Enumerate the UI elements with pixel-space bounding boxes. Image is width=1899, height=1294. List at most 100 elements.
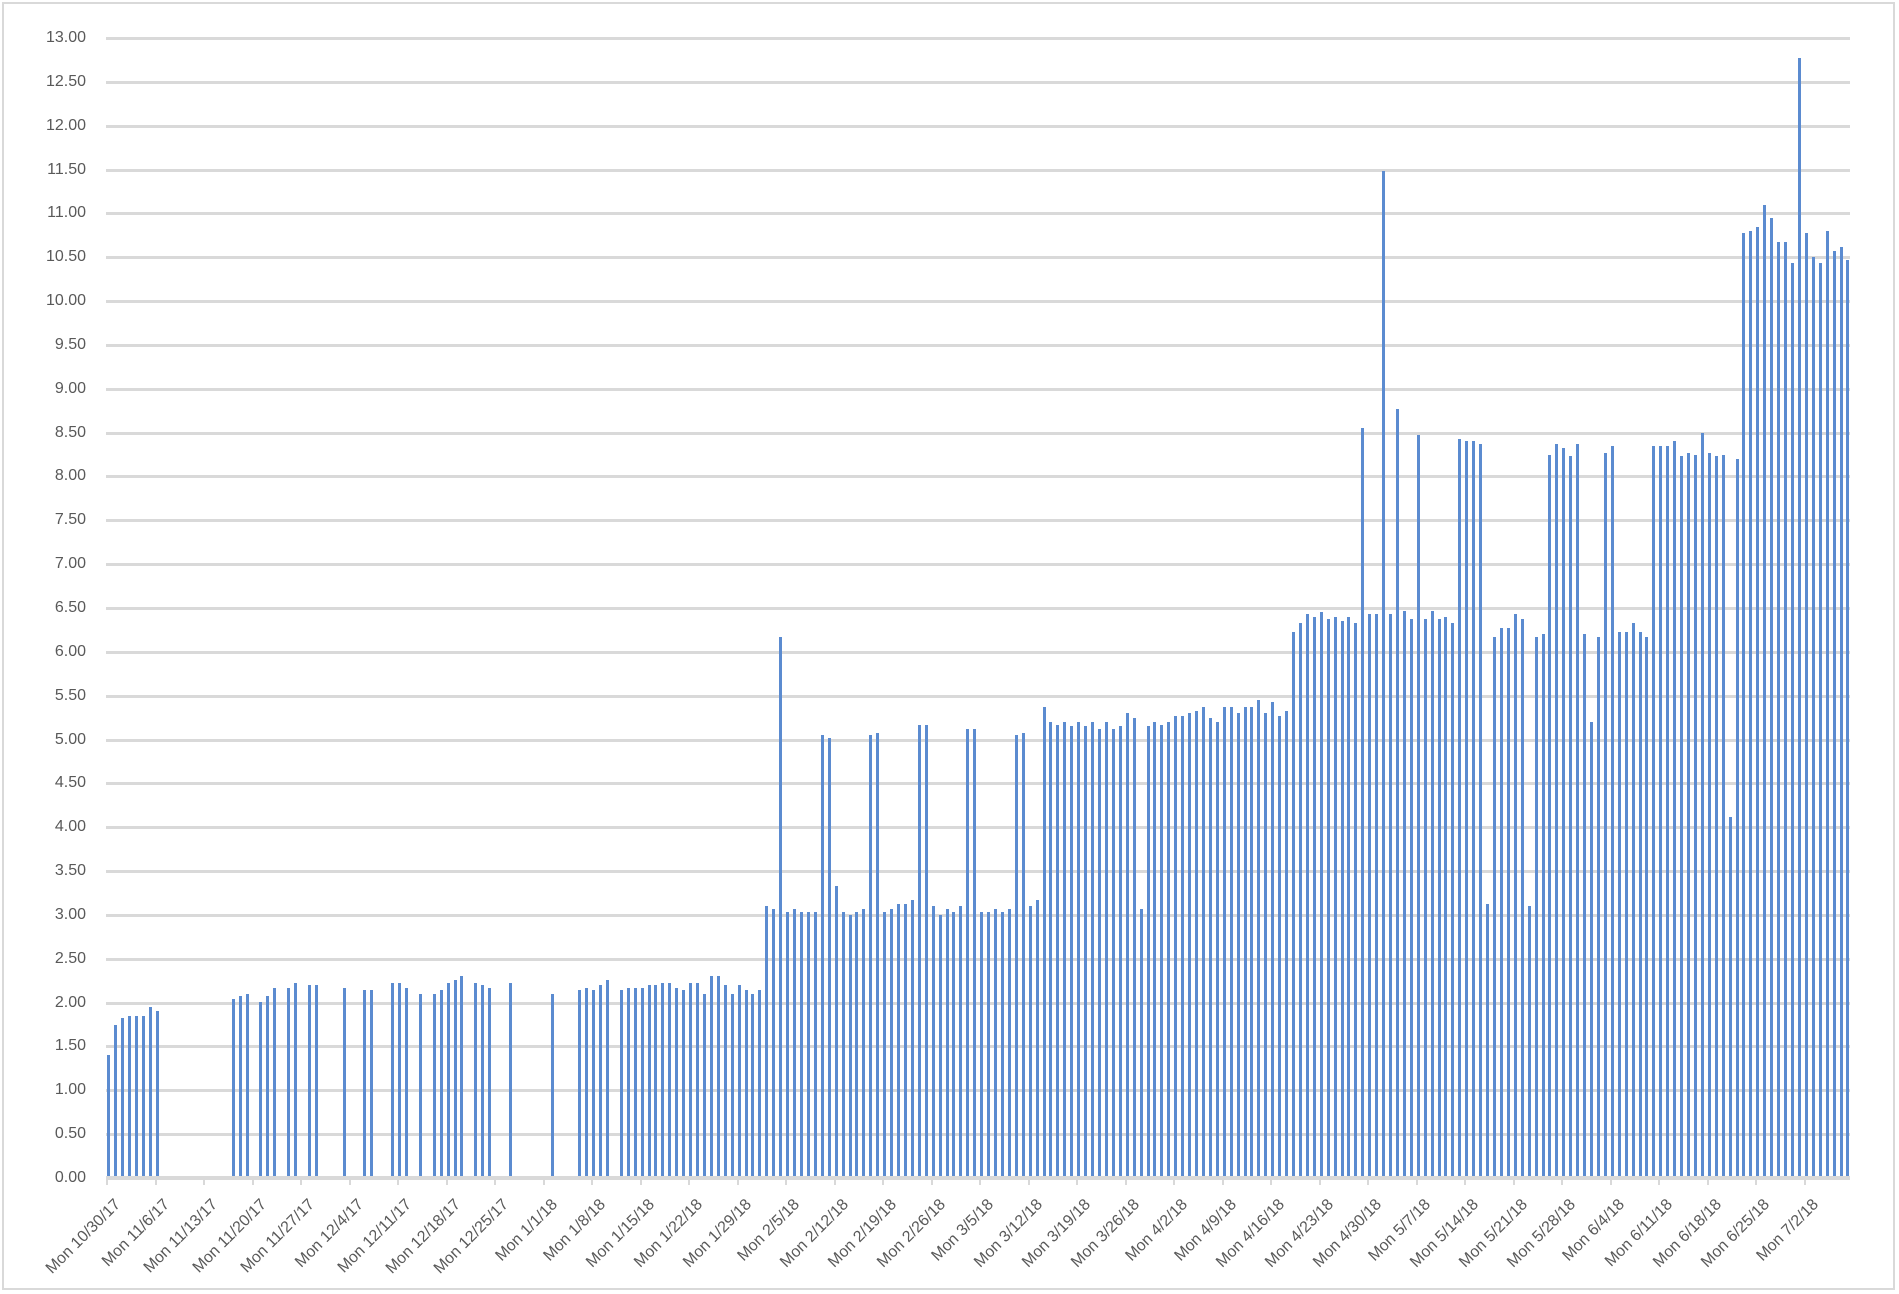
data-bar <box>1264 713 1268 1178</box>
data-bar <box>1479 444 1483 1178</box>
data-bar <box>1409 619 1413 1178</box>
data-bar <box>1132 717 1136 1178</box>
y-tick-label: 2.00 <box>54 993 86 1011</box>
x-tick <box>1124 1176 1127 1185</box>
data-bar <box>931 906 935 1178</box>
data-bar <box>113 1024 117 1178</box>
data-bar <box>1555 444 1559 1178</box>
x-tick <box>300 1176 303 1185</box>
data-bar <box>1097 729 1101 1178</box>
y-tick-label: 4.50 <box>54 774 86 792</box>
data-bar <box>1160 724 1164 1178</box>
data-bar <box>259 1001 263 1178</box>
data-bar <box>1825 230 1829 1178</box>
y-tick-label: 6.50 <box>54 599 86 616</box>
data-bar <box>675 987 679 1178</box>
y-tick-label: 6.00 <box>54 642 86 660</box>
gridline <box>106 37 1850 40</box>
data-bar <box>231 999 235 1178</box>
data-bar <box>439 990 443 1178</box>
gridline <box>106 913 1850 917</box>
y-tick-label: 9.50 <box>54 335 86 353</box>
gridline <box>106 782 1850 786</box>
data-bar <box>1451 622 1455 1178</box>
data-bar <box>730 993 734 1178</box>
data-bar <box>661 983 665 1178</box>
data-bar <box>1312 616 1316 1178</box>
data-bar <box>1465 441 1469 1178</box>
gridline <box>106 1001 1850 1005</box>
data-bar <box>737 985 741 1178</box>
data-bar <box>1167 722 1171 1178</box>
y-tick-label: 1.00 <box>54 1081 86 1099</box>
x-tick <box>785 1176 788 1185</box>
data-bar <box>1687 452 1691 1178</box>
data-bar <box>314 985 318 1178</box>
data-bar <box>148 1007 152 1178</box>
x-tick <box>1658 1176 1661 1185</box>
y-tick-label: 3.00 <box>54 905 86 923</box>
data-bar <box>391 983 395 1178</box>
data-bar <box>1680 456 1684 1178</box>
x-tick <box>1367 1176 1370 1185</box>
data-bar <box>1756 226 1760 1178</box>
data-bar <box>1236 713 1240 1178</box>
x-tick <box>1076 1176 1079 1185</box>
gridline <box>106 563 1850 567</box>
data-bar <box>453 979 457 1178</box>
data-bar <box>973 729 977 1178</box>
x-tick <box>736 1176 739 1185</box>
data-bar <box>883 912 887 1178</box>
x-tick <box>1415 1176 1418 1185</box>
data-bar <box>141 1015 145 1178</box>
data-bar <box>910 900 914 1178</box>
data-bar <box>654 985 658 1178</box>
data-bar <box>550 993 554 1178</box>
plot-area <box>106 37 1850 1180</box>
x-tick <box>1609 1176 1612 1185</box>
data-bar <box>1319 612 1323 1178</box>
data-bar <box>1548 454 1552 1178</box>
data-bar <box>1520 619 1524 1178</box>
data-bar <box>592 990 596 1178</box>
gridline <box>106 650 1850 654</box>
data-bar <box>398 983 402 1178</box>
x-tick <box>1803 1176 1806 1185</box>
data-bar <box>640 987 644 1178</box>
data-bar <box>1472 441 1476 1178</box>
data-bar <box>1347 616 1351 1178</box>
data-bar <box>1430 610 1434 1178</box>
data-bar <box>758 990 762 1178</box>
data-bar <box>938 914 942 1178</box>
data-bar <box>1728 816 1732 1178</box>
x-tick <box>203 1176 206 1185</box>
data-bar <box>1035 900 1039 1178</box>
x-tick <box>1318 1176 1321 1185</box>
x-tick <box>1561 1176 1564 1185</box>
data-bar <box>1666 445 1670 1178</box>
data-bar <box>1271 701 1275 1178</box>
data-bar <box>134 1015 138 1178</box>
data-bar <box>1437 619 1441 1178</box>
data-bar <box>1188 713 1192 1178</box>
data-bar <box>1250 707 1254 1178</box>
x-tick <box>639 1176 642 1185</box>
data-bar <box>1596 636 1600 1178</box>
data-bar <box>1340 621 1344 1178</box>
gridline <box>106 212 1850 216</box>
data-bar <box>723 985 727 1178</box>
data-bar <box>1832 251 1836 1178</box>
data-bar <box>1763 204 1767 1178</box>
data-bar <box>772 908 776 1178</box>
y-tick-label: 4.00 <box>54 818 86 836</box>
data-bar <box>696 983 700 1178</box>
data-bar <box>585 987 589 1178</box>
y-tick-label: 8.00 <box>54 467 86 485</box>
data-bar <box>1118 726 1122 1178</box>
data-bar <box>903 903 907 1178</box>
data-bar <box>1707 452 1711 1178</box>
gridline <box>106 387 1850 391</box>
gridline <box>106 168 1850 172</box>
gridline <box>106 431 1850 435</box>
data-bar <box>1527 906 1531 1178</box>
